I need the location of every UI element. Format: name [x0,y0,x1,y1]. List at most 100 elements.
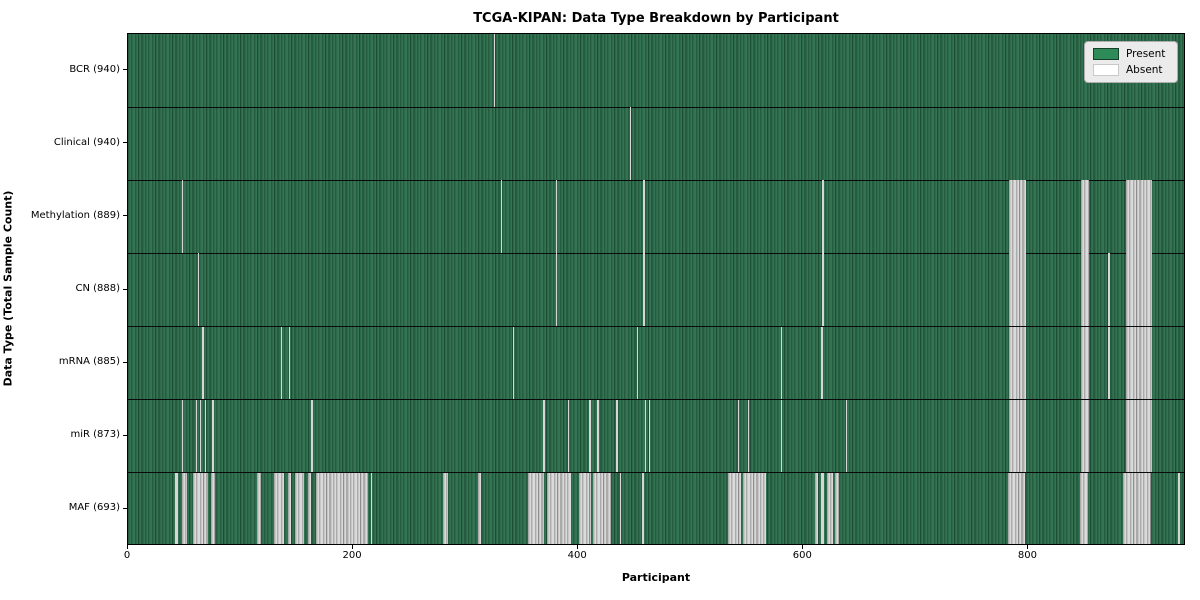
absent-segment [274,472,285,544]
legend-label-present: Present [1126,48,1166,60]
y-tick-mark [123,434,127,436]
x-tick-label: 600 [792,550,812,561]
absent-segment [1178,472,1181,544]
absent-segment [500,180,502,254]
x-tick-label: 400 [567,550,587,561]
absent-segment [527,472,545,544]
absent-segment [443,472,448,544]
absent-segment [643,180,645,254]
y-tick-label: MAF (693) [68,502,120,514]
absent-segment [182,180,184,254]
absent-segment [780,326,783,400]
heatmap-row-methylation [128,180,1184,254]
absent-segment [315,472,368,544]
absent-segment [555,180,557,254]
absent-segment [821,472,824,544]
row-divider [128,106,1184,108]
absent-segment [1081,180,1090,254]
row-divider [128,252,1184,254]
absent-segment [821,326,823,400]
plot-area [127,33,1185,545]
absent-segment [1009,399,1027,473]
legend-entry-absent: Absent [1085,64,1177,76]
absent-segment [1126,399,1153,473]
absent-segment [195,399,197,473]
heatmap-row-mrna [128,326,1184,400]
x-tick-mark [1026,545,1028,549]
absent-segment [643,253,645,327]
absent-segment [546,472,572,544]
absent-segment [257,472,261,544]
y-tick-label: Clinical (940) [53,136,120,148]
heatmap-row-mir [128,399,1184,473]
y-tick-mark [123,507,127,509]
absent-segment [616,399,618,473]
row-divider [128,399,1184,401]
absent-segment [211,472,215,544]
absent-segment [1122,472,1152,544]
absent-segment [644,399,646,473]
absent-segment [1081,326,1090,400]
y-tick-mark [123,142,127,144]
absent-segment [814,472,818,544]
absent-segment [642,472,644,544]
absent-segment [197,253,200,327]
chart-title: TCGA-KIPAN: Data Type Breakdown by Parti… [473,11,839,26]
absent-segment [636,326,639,400]
absent-segment [1008,472,1026,544]
absent-segment [371,472,373,544]
x-tick-mark [576,545,578,549]
absent-segment [780,399,783,473]
y-tick-label: mRNA (885) [58,356,120,368]
legend-entry-present: Present [1085,48,1177,60]
y-tick-label: miR (873) [70,429,120,441]
y-tick-label: CN (888) [75,283,120,294]
absent-segment [592,472,611,544]
absent-segment [200,399,202,473]
y-tick-label: Methylation (889) [30,209,120,221]
absent-segment [294,472,304,544]
y-tick-mark [123,69,127,71]
absent-segment [512,326,515,400]
absent-segment [182,399,184,473]
absent-segment [202,326,204,400]
absent-segment [1126,253,1153,327]
absent-segment [212,399,214,473]
absent-segment [204,399,206,473]
absent-segment [1009,326,1027,400]
absent-segment [822,180,824,254]
legend: Present Absent [1084,41,1178,83]
absent-segment [1108,326,1110,400]
heatmap-row-cn [128,253,1184,327]
absent-segment [182,472,187,544]
y-tick-mark [123,361,127,363]
absent-segment [748,399,750,473]
absent-segment [822,253,824,327]
absent-segment [1081,399,1090,473]
absent-segment [738,399,740,473]
legend-swatch-present [1093,48,1119,60]
absent-segment [597,399,599,473]
absent-segment [1126,180,1153,254]
absent-segment [1009,253,1027,327]
absent-segment [493,34,496,108]
x-axis-label: Participant [621,571,691,584]
absent-segment [834,472,840,544]
absent-segment [288,326,291,400]
absent-segment [193,472,208,544]
absent-segment [629,107,632,181]
x-tick-label: 0 [123,550,131,561]
absent-segment [568,399,570,473]
absent-segment [175,472,178,544]
absent-segment [826,472,833,544]
y-tick-mark [123,288,127,290]
heatmap-row-maf [128,472,1184,544]
absent-segment [287,472,292,544]
absent-segment [589,399,591,473]
absent-segment [727,472,742,544]
x-tick-mark [801,545,803,549]
row-divider [128,472,1184,474]
absent-segment [308,472,312,544]
absent-segment [846,399,848,473]
